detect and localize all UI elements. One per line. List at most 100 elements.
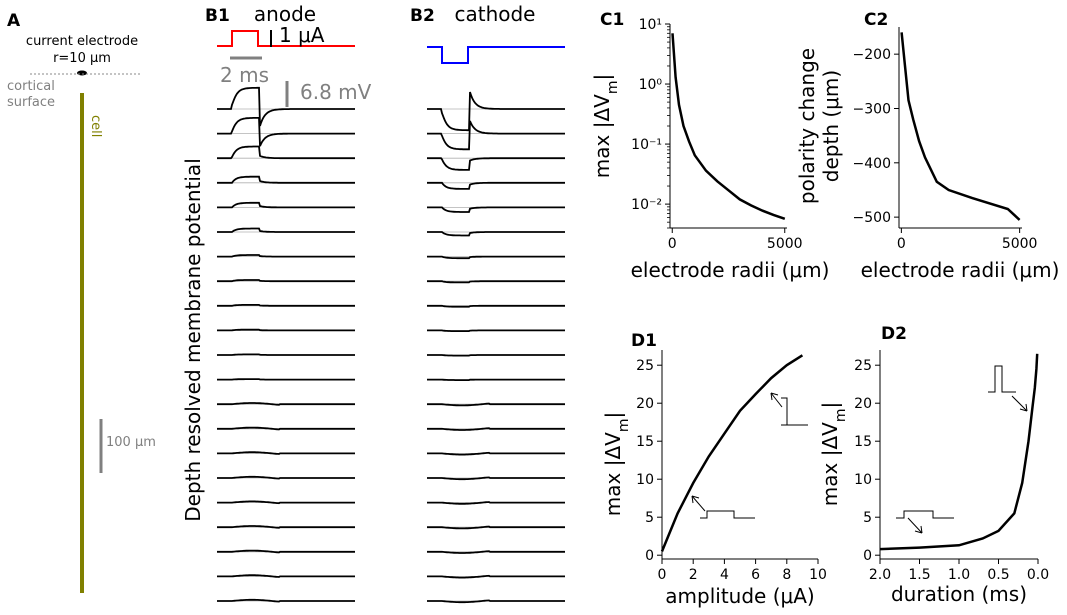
trace-line [427,304,565,308]
c1-ticks: 0 5000 10⁻² 10⁻¹ 10⁰ 10¹ [631,17,802,252]
d2-inset-arrow-long [907,517,923,534]
trace-line [217,549,355,554]
d2-xtick-label: 1.5 [908,567,930,583]
d2-inset-arrowhead-long [914,525,923,534]
c1-ytick-label: 10¹ [639,17,662,33]
c1-ytick-label: 10⁻¹ [631,137,662,153]
panel-label-a: A [7,11,21,31]
trace-line [427,280,565,284]
trace-line [427,354,565,357]
d2-series-line [879,353,1039,551]
d1-xtick-label: 4 [720,567,729,583]
c2-xtick-label: 5000 [1002,236,1038,252]
trace-line [217,175,355,184]
c1-series-line [671,33,786,220]
b2-title: cathode [454,2,535,26]
chart-d1: 0 2 4 6 8 10 0 5 10 15 20 25 amplitude (μA) max |ΔV… [601,350,827,608]
b1-voltage-scale-label: 6.8 mV [300,80,372,104]
trace-line [217,426,355,431]
d2-xlabel: duration (ms) [891,582,1027,606]
chart-c2: 0 5000 −200 −300 −400 −500 electrode radii (μ… [795,27,1059,282]
trace-line [217,451,355,455]
d1-inset-small-pulse [700,510,755,519]
c2-series-line [900,32,1021,221]
d2-xtick-label: 2.0 [869,567,891,583]
d1-xtick-label: 2 [689,567,698,583]
d2-inset-long-pulse [896,510,954,519]
b1-current-scale-label: 1 μA [279,23,325,47]
trace-line [427,231,565,237]
c2-xtick-label: 0 [897,236,906,252]
scale-bar-label: 100 μm [106,435,156,450]
d2-xtick-label: 0.5 [987,567,1009,583]
c2-ylabel-group: polarity change depth (μm) [795,48,843,204]
c2-xlabel: electrode radii (μm) [861,258,1060,282]
d1-inset-arrowhead-small [691,495,700,504]
trace-line [217,378,355,381]
trace-line [427,329,565,332]
d2-ytick-label: 10 [854,472,872,488]
b-ylabel: Depth resolved membrane potential [181,158,205,522]
trace-line [217,574,355,578]
d1-inset-arrow-small [691,495,706,512]
d1-ytick-label: 0 [645,548,654,564]
trace-line [427,599,565,604]
d2-ytick-label: 15 [854,434,872,450]
b2-stimulus-trace [427,46,565,64]
c1-xtick-label: 0 [668,236,677,252]
trace-line [217,475,355,480]
d1-ytick-label: 10 [636,472,654,488]
c1-ytick-label: 10⁰ [639,77,663,93]
d2-ticks: 2.0 1.5 1.0 0.5 0.0 0 5 10 15 20 25 [854,358,1049,583]
d1-xtick-label: 8 [782,567,791,583]
trace-line [427,402,565,407]
trace-line [427,157,565,171]
d2-inset-short-pulse [988,365,1016,393]
trace-line [427,120,565,151]
d2-ytick-label: 20 [854,396,872,412]
cell-label: cell [88,115,103,137]
c1-xtick-label: 5000 [767,236,803,252]
trace-line [427,378,565,381]
trace-line [217,525,355,529]
trace-line [217,353,355,356]
panel-label-b2: B2 [410,6,435,26]
chart-c1: 0 5000 10⁻² 10⁻¹ 10⁰ 10¹ electrode radii (μm)… [590,17,829,282]
d1-ticks: 0 2 4 6 8 10 0 5 10 15 20 25 [636,358,827,583]
c1-ytick-label: 10⁻² [631,197,662,213]
trace-line [217,201,355,209]
trace-line [217,86,355,127]
trace-line [217,304,355,307]
panel-label-b1: B1 [205,6,230,26]
trace-line [427,451,565,456]
c1-ylabel: max |ΔVm| [590,74,621,178]
c2-ytick-label: −500 [853,210,891,226]
surface-label-line1: cortical [7,79,55,94]
panel-b1: B1 anode 1 μA 2 ms 6.8 mV [205,2,372,603]
electrode-label-line1: current electrode [26,34,138,49]
d1-ytick-label: 15 [636,434,654,450]
trace-line [217,117,355,147]
trace-line [217,279,355,283]
d1-xlabel: amplitude (μA) [665,584,814,608]
trace-line [217,328,355,332]
c2-ytick-label: −400 [853,156,891,172]
b2-traces [427,91,565,604]
d2-ylabel: max |ΔVm| [818,402,849,506]
trace-line [427,91,565,132]
d2-ytick-label: 5 [863,510,872,526]
d1-xtick-label: 6 [751,567,760,583]
c2-ytick-label: −200 [853,47,891,63]
c2-ylabel-line2: depth (μm) [819,70,843,182]
d1-series-line [660,354,804,552]
d1-xtick-label: 0 [658,567,667,583]
d1-xtick-label: 10 [809,567,827,583]
trace-line [427,501,565,505]
panel-label-c1: C1 [600,10,624,30]
electrode-marker [77,70,87,76]
trace-line [217,500,355,505]
trace-line [427,476,565,481]
b1-traces [217,86,355,603]
